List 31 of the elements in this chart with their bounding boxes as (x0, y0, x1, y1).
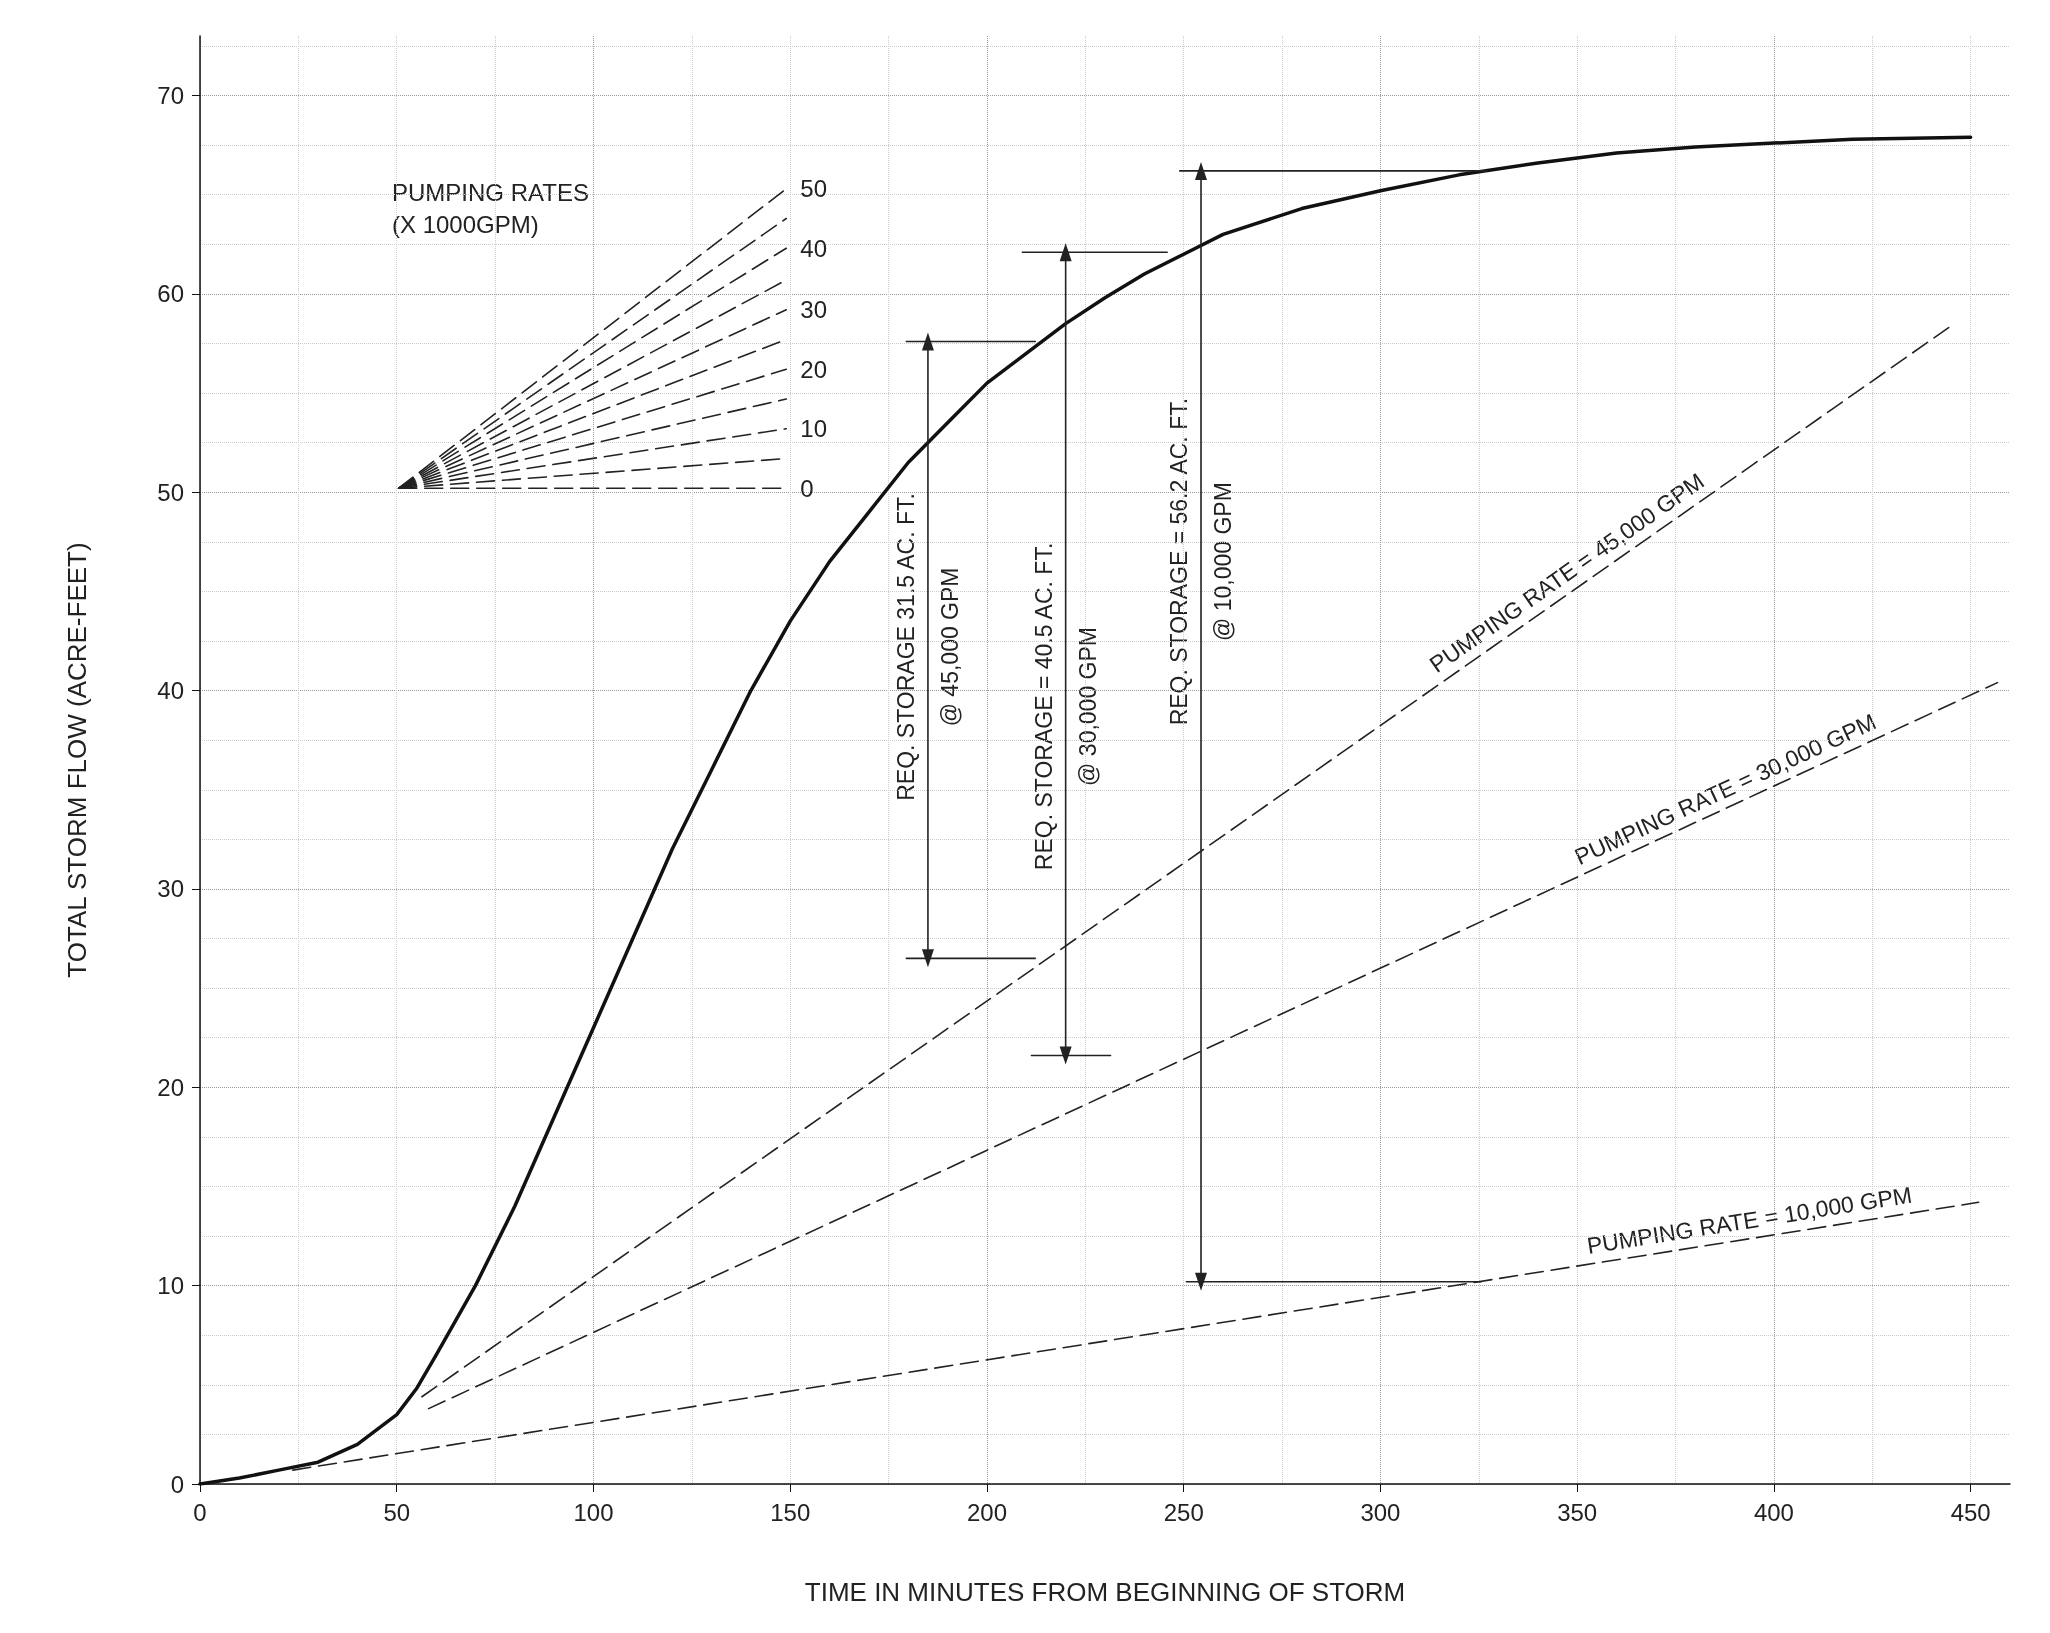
y-tick-label: 40 (157, 677, 184, 705)
y-tick-label: 50 (157, 478, 184, 506)
x-tick-label: 450 (1950, 1498, 1991, 1526)
x-tick-label: 350 (1557, 1498, 1598, 1526)
y-tick-label: 10 (157, 1272, 184, 1300)
y-tick-label: 60 (157, 280, 184, 308)
x-tick-label: 200 (966, 1498, 1007, 1526)
legend-title: PUMPING RATES (X 1000GPM) (392, 178, 589, 238)
series-label: 40 (800, 234, 827, 262)
x-tick-label: 50 (383, 1498, 411, 1526)
x-tick-label: 100 (573, 1498, 614, 1526)
series-label: 30 (800, 296, 827, 324)
series-label: 50 (800, 175, 827, 203)
annotation: REQ. STORAGE = 40.5 AC. FT. @ 30,000 GPM (1030, 542, 1101, 871)
x-axis-title: TIME IN MINUTES FROM BEGINNING OF STORM (804, 1577, 1406, 1607)
annotation: REQ. STORAGE = 56.2 AC. FT. @ 10,000 GPM (1166, 397, 1237, 726)
y-tick-label: 0 (170, 1470, 184, 1498)
x-tick-label: 250 (1163, 1498, 1204, 1526)
x-tick-label: 300 (1360, 1498, 1401, 1526)
annotation: REQ. STORAGE 31.5 AC. FT. @ 45,000 GPM (892, 493, 963, 801)
y-axis-title: TOTAL STORM FLOW (ACRE-FEET) (62, 542, 92, 978)
series-label: 10 (800, 415, 827, 443)
y-tick-label: 70 (157, 82, 184, 110)
annotation: PUMPING RATE = 10,000 GPM (1585, 1181, 1914, 1259)
series-label: 20 (800, 355, 827, 383)
series-label: 0 (800, 474, 814, 502)
x-tick-label: 400 (1753, 1498, 1794, 1526)
y-tick-label: 30 (157, 875, 184, 903)
x-tick-label: 150 (770, 1498, 811, 1526)
x-tick-label: 0 (193, 1498, 207, 1526)
y-tick-label: 20 (157, 1073, 184, 1101)
